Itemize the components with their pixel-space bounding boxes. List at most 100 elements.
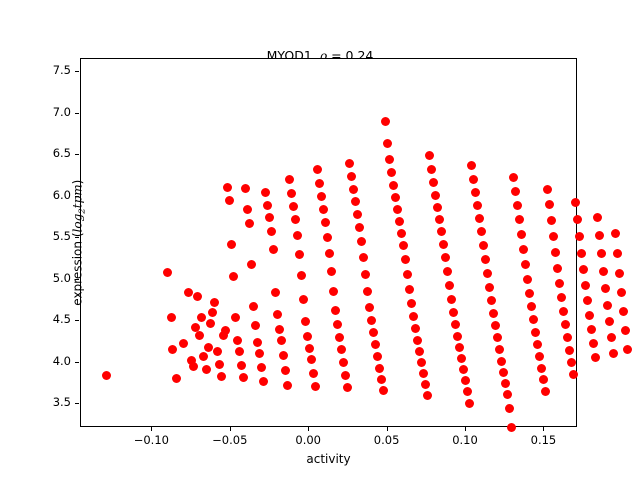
scatter-point — [308, 368, 318, 378]
scatter-point — [456, 353, 466, 363]
scatter-point — [504, 403, 514, 413]
scatter-point — [246, 259, 256, 269]
scatter-point — [332, 319, 342, 329]
scatter-point — [378, 385, 388, 395]
scatter-point — [370, 339, 380, 349]
scatter-point — [366, 315, 376, 325]
scatter-point — [178, 338, 188, 348]
scatter-point — [618, 306, 628, 316]
scatter-point — [276, 335, 286, 345]
y-axis-tick — [75, 403, 79, 405]
scatter-point — [416, 357, 426, 367]
scatter-point — [278, 350, 288, 360]
scatter-point — [192, 291, 202, 301]
scatter-point — [590, 352, 600, 362]
scatter-point — [552, 263, 562, 273]
scatter-point — [490, 320, 500, 330]
scatter-point — [576, 248, 586, 258]
scatter-point — [186, 355, 196, 365]
x-axis-tick-label: 0.15 — [530, 433, 557, 447]
scatter-point — [548, 231, 558, 241]
scatter-point — [472, 200, 482, 210]
scatter-point — [214, 359, 224, 369]
scatter-point — [430, 190, 440, 200]
scatter-point — [230, 312, 240, 322]
scatter-point — [484, 282, 494, 292]
scatter-point — [454, 342, 464, 352]
scatter-point — [588, 338, 598, 348]
scatter-point — [166, 312, 176, 322]
y-axis-tick — [75, 70, 79, 72]
scatter-point — [532, 339, 542, 349]
rho-symbol: ρ — [319, 48, 328, 63]
scatter-point — [228, 271, 238, 281]
scatter-point — [376, 374, 386, 384]
scatter-point — [226, 239, 236, 249]
scatter-point — [578, 264, 588, 274]
scatter-point — [540, 386, 550, 396]
scatter-point — [310, 381, 320, 391]
scatter-point — [572, 214, 582, 224]
scatter-point — [410, 323, 420, 333]
scatter-point — [390, 192, 400, 202]
scatter-point — [270, 287, 280, 297]
x-axis-tick-label: 0.10 — [452, 433, 478, 447]
scatter-point — [412, 335, 422, 345]
scatter-point — [183, 287, 193, 297]
scatter-point — [298, 294, 308, 304]
scatter-point — [536, 363, 546, 373]
scatter-point — [330, 305, 340, 315]
scatter-point — [198, 351, 208, 361]
scatter-point — [468, 174, 478, 184]
scatter-point — [502, 389, 512, 399]
scatter-point — [580, 280, 590, 290]
scatter-point — [600, 283, 610, 293]
scatter-point — [282, 380, 292, 390]
scatter-point — [516, 229, 526, 239]
scatter-point — [350, 196, 360, 206]
x-axis-tick-label: −0.10 — [133, 433, 169, 447]
scatter-point — [292, 230, 302, 240]
scatter-point — [322, 232, 332, 242]
scatter-point — [462, 386, 472, 396]
x-axis-tick — [543, 427, 545, 431]
y-axis-tick — [75, 320, 79, 322]
scatter-point — [394, 216, 404, 226]
scatter-point — [205, 318, 215, 328]
scatter-point — [238, 372, 248, 382]
scatter-point — [582, 295, 592, 305]
scatter-point — [482, 268, 492, 278]
scatter-point — [420, 379, 430, 389]
scatter-point — [466, 160, 476, 170]
y-axis-label-unit2: tpm — [70, 184, 85, 209]
scatter-point — [396, 228, 406, 238]
scatter-point — [302, 331, 312, 341]
scatter-point — [222, 182, 232, 192]
scatter-point — [203, 342, 213, 352]
scatter-point — [336, 344, 346, 354]
scatter-point — [464, 398, 474, 408]
scatter-point — [268, 244, 278, 254]
scatter-point — [382, 138, 392, 148]
scatter-point — [586, 324, 596, 334]
scatter-point — [380, 116, 390, 126]
scatter-point — [262, 200, 272, 210]
scatter-point — [314, 178, 324, 188]
y-axis-tick — [75, 112, 79, 114]
scatter-point — [616, 287, 626, 297]
scatter-point — [492, 332, 502, 342]
scatter-point — [362, 286, 372, 296]
scatter-point — [408, 311, 418, 321]
x-axis-tick — [308, 427, 310, 431]
scatter-point — [346, 171, 356, 181]
scatter-point — [328, 286, 338, 296]
scatter-point — [374, 363, 384, 373]
y-axis-tick — [75, 195, 79, 197]
scatter-point — [512, 200, 522, 210]
scatter-point — [209, 297, 219, 307]
scatter-point — [604, 316, 614, 326]
scatter-point — [542, 184, 552, 194]
scatter-point — [524, 288, 534, 298]
scatter-point — [318, 204, 328, 214]
scatter-point — [574, 231, 584, 241]
